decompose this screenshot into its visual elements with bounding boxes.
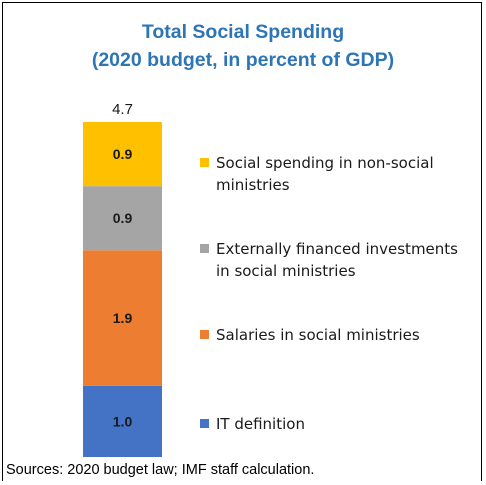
bar-segment-4	[83, 122, 162, 187]
bar-segment-label: 0.9	[113, 146, 133, 162]
bar-total-label: 4.7	[112, 101, 133, 118]
chart-frame	[2, 2, 482, 481]
bar-segment-3	[83, 186, 162, 251]
chart-title: Total Social Spending	[141, 21, 345, 43]
bar-segment-label: 0.9	[113, 210, 133, 226]
source-note: Sources: 2020 budget law; IMF staff calc…	[6, 462, 315, 478]
legend-label: Externally financed investments in socia…	[216, 240, 458, 280]
legend-label: Social spending in non-social ministries	[216, 154, 434, 194]
bar-segment-1	[83, 385, 162, 457]
legend-swatch	[200, 244, 209, 253]
legend-label: Salaries in social ministries	[216, 326, 420, 344]
bar-segment-label: 1.9	[113, 310, 133, 326]
bar-segment-2	[83, 250, 162, 386]
legend-swatch	[200, 419, 209, 428]
legend-swatch	[200, 330, 209, 339]
bar-segment-label: 1.0	[113, 413, 133, 429]
chart-subtitle: (2020 budget, in percent of GDP)	[91, 49, 395, 71]
legend-swatch	[200, 158, 209, 167]
legend-label: IT definition	[216, 415, 305, 433]
